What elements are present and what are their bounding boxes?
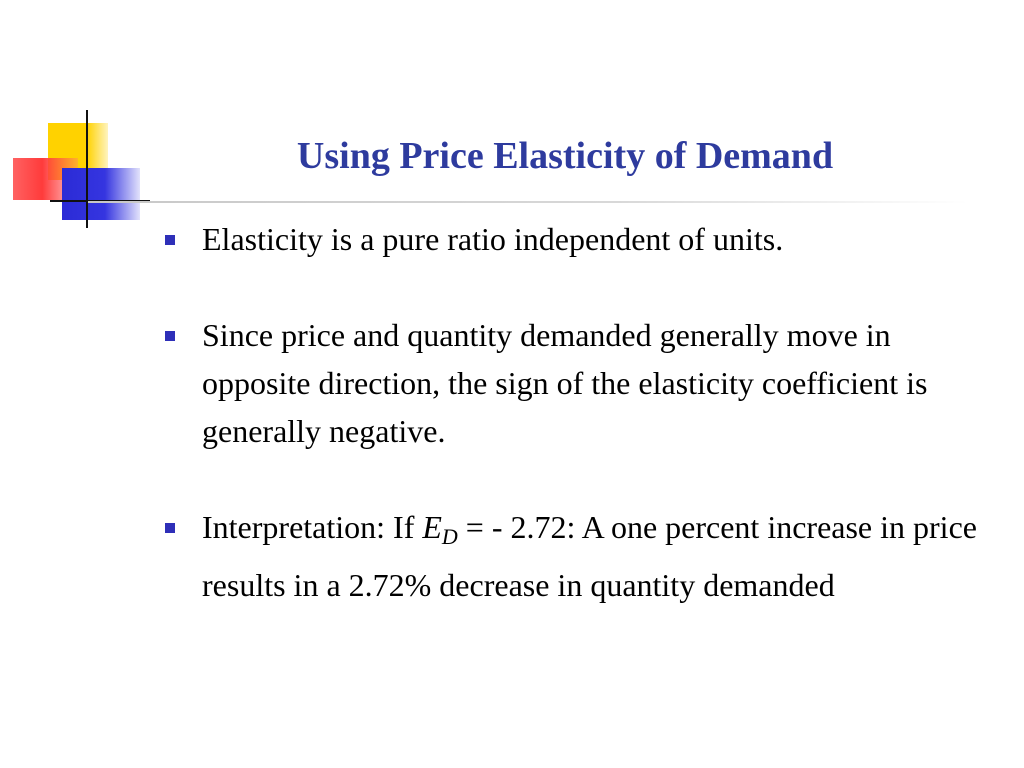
bullet-text-prefix: Interpretation: If — [202, 509, 423, 545]
elasticity-subscript: D — [441, 524, 458, 549]
bullet-text-suffix: = - 2.72: A one percent increase in pric… — [202, 509, 977, 603]
elasticity-variable: E — [422, 509, 442, 545]
logo-vertical-line — [86, 110, 88, 228]
corner-logo — [0, 0, 150, 240]
bullet-item-interpretation: Interpretation: If ED = - 2.72: A one pe… — [165, 503, 985, 609]
bullet-item-sign: Since price and quantity demanded genera… — [165, 311, 985, 455]
slide-title: Using Price Elasticity of Demand — [296, 135, 834, 177]
square-bullet-icon — [165, 235, 175, 245]
bullet-list: Elasticity is a pure ratio independent o… — [165, 215, 985, 609]
bullet-item-units: Elasticity is a pure ratio independent o… — [165, 215, 985, 263]
logo-blue-square — [62, 168, 140, 220]
bullet-text: Since price and quantity demanded genera… — [202, 317, 928, 449]
square-bullet-icon — [165, 523, 175, 533]
bullet-text: Elasticity is a pure ratio independent o… — [202, 221, 784, 257]
square-bullet-icon — [165, 331, 175, 341]
title-divider — [88, 201, 968, 203]
